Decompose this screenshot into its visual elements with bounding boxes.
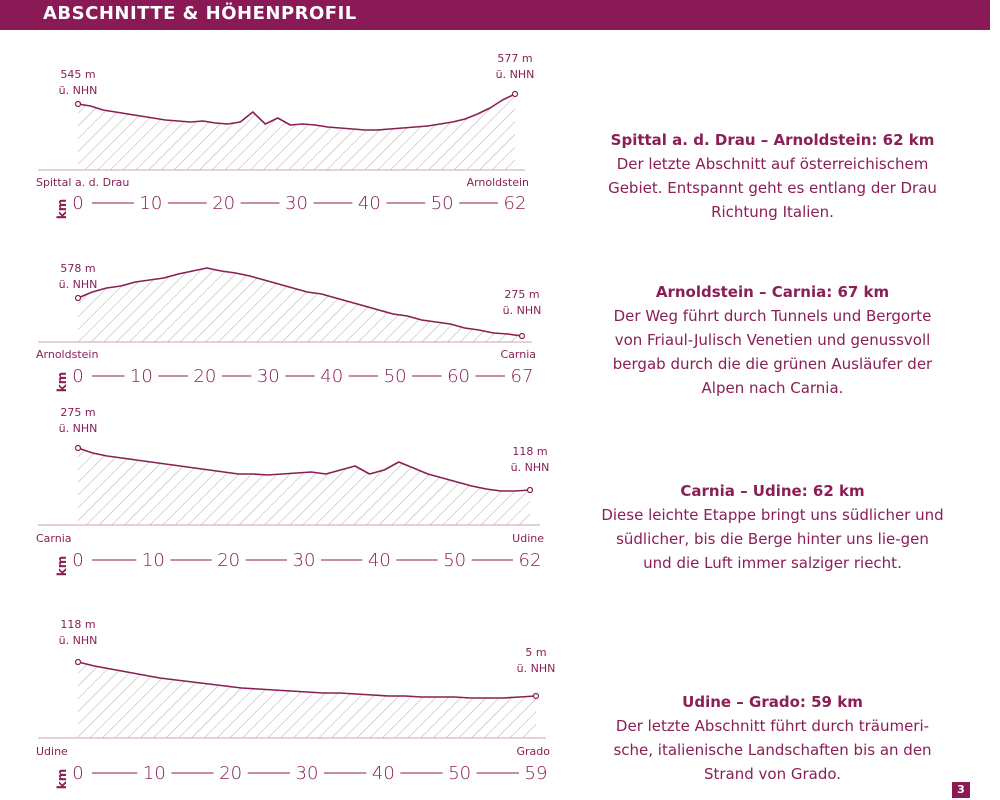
km-tick-4-10: 10 bbox=[143, 763, 166, 784]
km-tick-1-62: 62 bbox=[504, 193, 527, 214]
header-bar: ABSCHNITTE & HÖHENPROFIL bbox=[0, 0, 990, 30]
start-place-1: Spittal a. d. Drau bbox=[36, 176, 129, 189]
end-place-1: Arnoldstein bbox=[467, 176, 529, 189]
profile-3-line bbox=[77, 447, 531, 492]
km-tick-3-20: 20 bbox=[217, 550, 240, 571]
start-elevation-1: 545 m bbox=[60, 68, 95, 81]
km-tick-1-50: 50 bbox=[431, 193, 454, 214]
km-tick-2-30: 30 bbox=[257, 366, 280, 387]
km-unit-3: km bbox=[55, 556, 69, 576]
km-tick-4-59: 59 bbox=[525, 763, 548, 784]
start-marker-1 bbox=[74, 100, 82, 108]
profile-3-area bbox=[78, 448, 530, 525]
km-tick-3-50: 50 bbox=[443, 550, 466, 571]
km-tick-3-40: 40 bbox=[368, 550, 391, 571]
end-elevation-ref-4: ü. NHN bbox=[517, 662, 556, 675]
section-4-description: Udine – Grado: 59 km Der letzte Abschnit… bbox=[600, 690, 945, 786]
km-tick-3-0: 0 bbox=[72, 550, 83, 571]
end-place-4: Grado bbox=[517, 745, 551, 758]
km-tick-3-30: 30 bbox=[293, 550, 316, 571]
km-tick-4-30: 30 bbox=[296, 763, 319, 784]
km-unit-2: km bbox=[55, 372, 69, 392]
profile-2-area bbox=[78, 268, 522, 342]
end-place-2: Carnia bbox=[500, 348, 536, 361]
profile-1-line bbox=[77, 93, 516, 131]
start-marker-3 bbox=[74, 444, 82, 452]
km-tick-2-10: 10 bbox=[130, 366, 153, 387]
end-marker-4 bbox=[532, 692, 540, 700]
end-place-3: Udine bbox=[512, 532, 544, 545]
section-4-title: Udine – Grado: 59 km bbox=[682, 693, 863, 711]
end-elevation-ref-1: ü. NHN bbox=[496, 68, 535, 81]
km-unit-4: km bbox=[55, 769, 69, 789]
km-unit-1: km bbox=[55, 199, 69, 219]
profile-2-line bbox=[77, 267, 523, 337]
end-elevation-2: 275 m bbox=[504, 288, 539, 301]
km-tick-1-0: 0 bbox=[72, 193, 83, 214]
start-elevation-ref-4: ü. NHN bbox=[59, 634, 98, 647]
profile-4-area bbox=[78, 662, 536, 738]
km-tick-2-67: 67 bbox=[511, 366, 534, 387]
section-2-text: Der Weg führt durch Tunnels und Bergorte… bbox=[612, 307, 933, 397]
km-tick-4-40: 40 bbox=[372, 763, 395, 784]
start-elevation-2: 578 m bbox=[60, 262, 95, 275]
km-tick-2-0: 0 bbox=[72, 366, 83, 387]
km-tick-2-40: 40 bbox=[320, 366, 343, 387]
end-marker-2 bbox=[518, 332, 526, 340]
km-tick-3-10: 10 bbox=[142, 550, 165, 571]
start-elevation-ref-3: ü. NHN bbox=[59, 422, 98, 435]
start-place-3: Carnia bbox=[36, 532, 72, 545]
km-tick-4-20: 20 bbox=[219, 763, 242, 784]
section-1-description: Spittal a. d. Drau – Arnoldstein: 62 km … bbox=[600, 128, 945, 224]
profile-4-line bbox=[77, 661, 537, 699]
km-tick-1-40: 40 bbox=[358, 193, 381, 214]
km-tick-2-20: 20 bbox=[193, 366, 216, 387]
km-tick-1-20: 20 bbox=[212, 193, 235, 214]
section-3-title: Carnia – Udine: 62 km bbox=[680, 482, 865, 500]
km-tick-4-0: 0 bbox=[72, 763, 83, 784]
km-tick-2-50: 50 bbox=[384, 366, 407, 387]
section-3-text: Diese leichte Etappe bringt uns südliche… bbox=[601, 506, 944, 572]
section-2-description: Arnoldstein – Carnia: 67 km Der Weg führ… bbox=[600, 280, 945, 400]
section-1-text: Der letzte Abschnitt auf österreichische… bbox=[608, 155, 937, 221]
page-number: 3 bbox=[952, 782, 970, 798]
profile-1-area bbox=[78, 94, 515, 170]
page-title: ABSCHNITTE & HÖHENPROFIL bbox=[43, 3, 357, 24]
end-elevation-4: 5 m bbox=[525, 646, 546, 659]
km-tick-2-60: 60 bbox=[447, 366, 470, 387]
end-elevation-ref-3: ü. NHN bbox=[511, 461, 550, 474]
start-place-4: Udine bbox=[36, 745, 68, 758]
start-marker-4 bbox=[74, 658, 82, 666]
start-place-2: Arnoldstein bbox=[36, 348, 98, 361]
km-tick-1-10: 10 bbox=[139, 193, 162, 214]
start-elevation-3: 275 m bbox=[60, 406, 95, 419]
end-marker-3 bbox=[526, 486, 534, 494]
end-elevation-3: 118 m bbox=[512, 445, 547, 458]
end-elevation-1: 577 m bbox=[497, 52, 532, 65]
section-4-text: Der letzte Abschnitt führt durch träumer… bbox=[613, 717, 932, 783]
km-tick-4-50: 50 bbox=[448, 763, 471, 784]
start-elevation-ref-2: ü. NHN bbox=[59, 278, 98, 291]
start-elevation-4: 118 m bbox=[60, 618, 95, 631]
km-tick-1-30: 30 bbox=[285, 193, 308, 214]
km-tick-3-62: 62 bbox=[519, 550, 542, 571]
start-elevation-ref-1: ü. NHN bbox=[59, 84, 98, 97]
section-3-description: Carnia – Udine: 62 km Diese leichte Etap… bbox=[600, 479, 945, 575]
end-elevation-ref-2: ü. NHN bbox=[503, 304, 542, 317]
section-1-title: Spittal a. d. Drau – Arnoldstein: 62 km bbox=[610, 131, 935, 149]
section-2-title: Arnoldstein – Carnia: 67 km bbox=[655, 283, 890, 301]
start-marker-2 bbox=[74, 294, 82, 302]
end-marker-1 bbox=[511, 90, 519, 98]
